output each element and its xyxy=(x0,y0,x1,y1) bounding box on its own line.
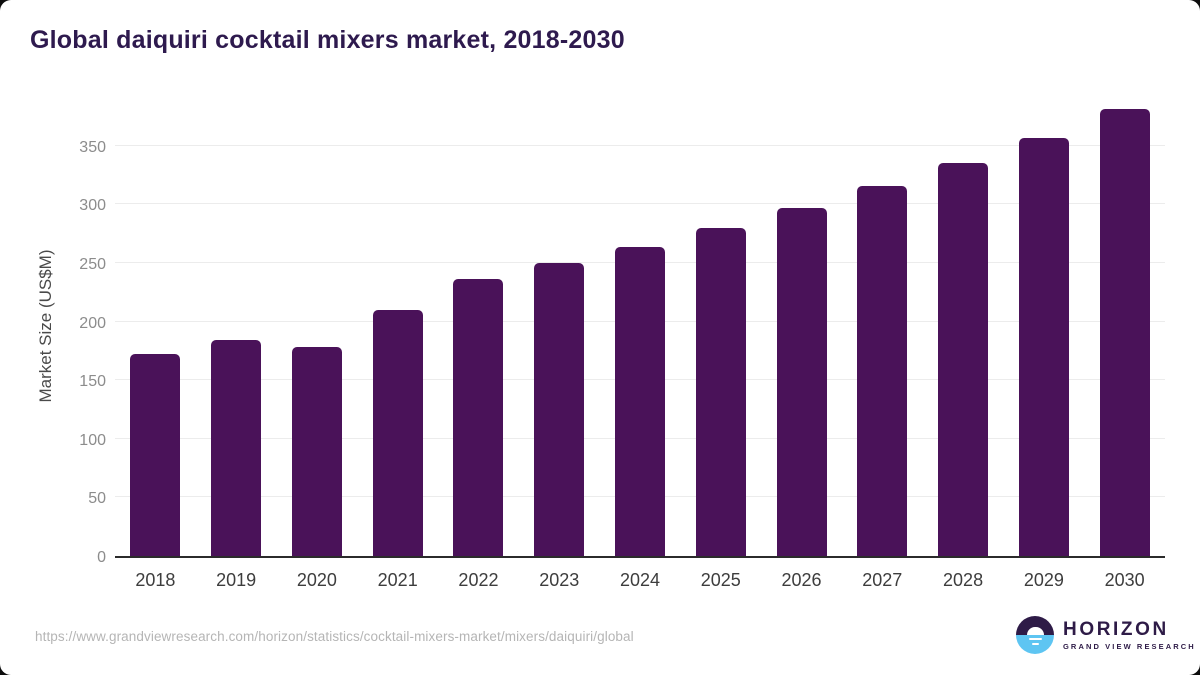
bar-2025 xyxy=(695,227,746,556)
x-tick-label-2023: 2023 xyxy=(539,570,580,590)
gridline-300 xyxy=(115,203,1165,205)
y-tick-label-50: 50 xyxy=(88,490,106,508)
x-tick-label-2027: 2027 xyxy=(862,570,903,590)
source-url: https://www.grandviewresearch.com/horizo… xyxy=(35,629,634,644)
bar-2021 xyxy=(372,309,423,556)
y-tick-label-250: 250 xyxy=(79,255,106,273)
x-tick-label-2019: 2019 xyxy=(216,570,257,590)
logo-subtitle-text: GRAND VIEW RESEARCH xyxy=(1063,641,1196,651)
horizon-logo: HORIZON GRAND VIEW RESEARCH xyxy=(1016,616,1196,654)
bar-2019 xyxy=(211,340,262,556)
logo-brand-text: HORIZON xyxy=(1063,618,1169,640)
bar-2022 xyxy=(453,279,504,556)
x-tick-label-2024: 2024 xyxy=(619,570,661,590)
bar-2028 xyxy=(938,163,989,556)
y-tick-label-350: 350 xyxy=(79,138,106,156)
sun-shape xyxy=(1026,626,1044,635)
y-tick-label-150: 150 xyxy=(79,373,106,391)
sun-reflection-line xyxy=(1031,642,1039,646)
bar-2026 xyxy=(776,207,827,556)
sun-reflection-line xyxy=(1028,637,1042,641)
x-tick-label-2029: 2029 xyxy=(1023,570,1064,590)
y-tick-label-100: 100 xyxy=(79,431,106,449)
plot-area xyxy=(115,95,1165,558)
y-tick-label-0: 0 xyxy=(97,549,106,566)
bar-2023 xyxy=(534,262,585,556)
x-tick-label-2028: 2028 xyxy=(943,570,984,590)
x-tick-label-2018: 2018 xyxy=(135,570,176,590)
bar-2018 xyxy=(130,354,181,556)
y-tick-label-200: 200 xyxy=(79,314,106,332)
x-tick-label-2022: 2022 xyxy=(458,570,499,590)
bar-2024 xyxy=(615,246,665,556)
y-tick-label-300: 300 xyxy=(79,197,106,215)
horizon-sun-icon xyxy=(1016,616,1054,654)
x-tick-label-2030: 2030 xyxy=(1104,570,1145,590)
bar-2029 xyxy=(1018,137,1069,556)
bar-2027 xyxy=(857,185,908,556)
gridline-350 xyxy=(115,144,1165,146)
x-tick-label-2025: 2025 xyxy=(700,570,741,590)
chart-title: Global daiquiri cocktail mixers market, … xyxy=(30,26,625,54)
x-tick-label-2021: 2021 xyxy=(377,570,418,590)
logo-text-block: HORIZON GRAND VIEW RESEARCH xyxy=(1063,618,1196,651)
bar-2030 xyxy=(1099,109,1150,556)
bar-2020 xyxy=(291,347,342,556)
x-tick-label-2026: 2026 xyxy=(781,570,822,590)
x-tick-label-2020: 2020 xyxy=(296,570,337,590)
